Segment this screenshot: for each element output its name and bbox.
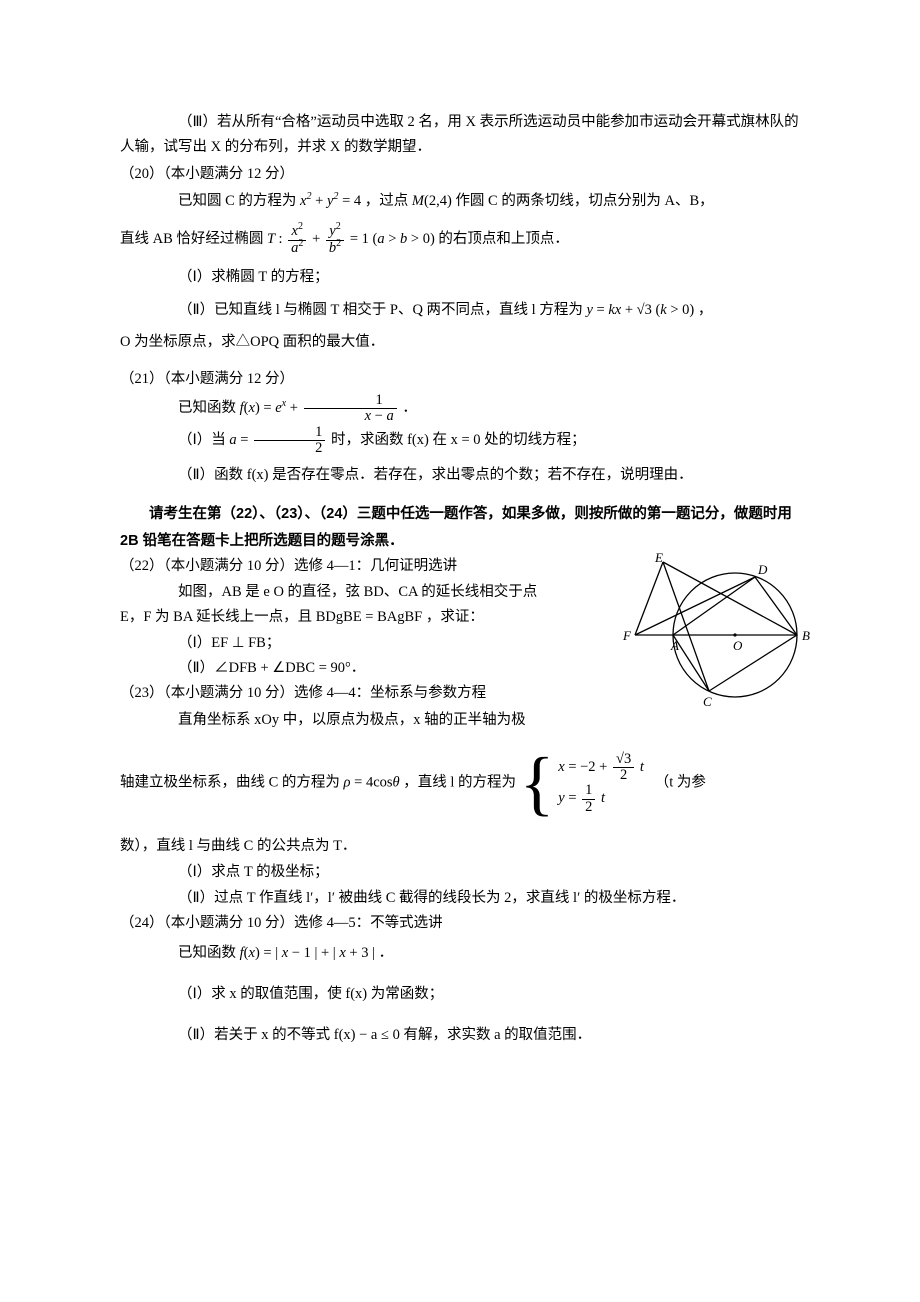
- q24-part2: （Ⅱ）若关于 x 的不等式 f(x) − a ≤ 0 有解，求实数 a 的取值范…: [120, 1022, 800, 1049]
- q24-line1-a: 已知函数: [178, 945, 240, 961]
- q24-line1-b: ．: [379, 945, 394, 961]
- svg-text:C: C: [703, 694, 712, 709]
- q21-line1: 已知函数 f(x) = ex + 1x − a ．: [120, 393, 800, 424]
- q20-part2-c: O 为坐标原点，求△OPQ 面积的最大值．: [120, 329, 800, 356]
- q24-line1: 已知函数 f(x) = | x − 1 | + | x + 3 | ．: [120, 940, 800, 967]
- q24-f-def: f(x) = | x − 1 | + | x + 3 |: [240, 945, 375, 961]
- q20-line1-c: 作圆 C 的两条切线，切点分别为 A、B，: [455, 193, 713, 209]
- q21-part2: （Ⅱ）函数 f(x) 是否存在零点．若存在，求出零点的个数；若不存在，说明理由．: [120, 462, 800, 489]
- q20-part1: （Ⅰ）求椭圆 T 的方程；: [120, 264, 800, 291]
- q24-part1: （Ⅰ）求 x 的取值范围，使 f(x) 为常函数；: [120, 981, 800, 1008]
- q23-line1: 直角坐标系 xOy 中，以原点为极点，x 轴的正半轴为极: [120, 707, 800, 734]
- q21-part1: （Ⅰ）当 a = 12 时，求函数 f(x) 在 x = 0 处的切线方程；: [120, 425, 800, 456]
- q20-line2-a: 直线 AB 恰好经过椭圆: [120, 231, 267, 247]
- q20-p2-a: （Ⅱ）已知直线 l 与椭圆 T 相交于 P、Q 两不同点，直线 l 方程为: [178, 302, 586, 318]
- q20-line1-b: ，过点: [365, 193, 412, 209]
- q23-line2: 轴建立极坐标系，曲线 C 的方程为 ρ = 4cosθ ，直线 l 的方程为 {…: [120, 747, 800, 819]
- svg-text:D: D: [757, 562, 768, 577]
- svg-text:B: B: [802, 628, 810, 643]
- q20-ellipse-eq: T : x2a2 + y2b2 = 1 (a > b > 0): [267, 231, 438, 247]
- q21-head: （21）（本小题满分 12 分）: [120, 366, 800, 393]
- q20-eq-circle: x2 + y2 = 4: [300, 193, 361, 209]
- exam-page: （Ⅲ）若从所有“合格”运动员中选取 2 名，用 X 表示所选运动员中能参加市运动…: [0, 0, 920, 1302]
- q23-part1: （Ⅰ）求点 T 的极坐标；: [120, 860, 800, 885]
- q21-p1-b: 时，求函数 f(x) 在 x = 0 处的切线方程；: [331, 432, 586, 448]
- svg-text:E: E: [654, 550, 663, 565]
- q20-line1: 已知圆 C 的方程为 x2 + y2 = 4 ，过点 M(2,4) 作圆 C 的…: [120, 188, 800, 215]
- q19-part3-text: （Ⅲ）若从所有“合格”运动员中选取 2 名，用 X 表示所选运动员中能参加市运动…: [120, 114, 799, 155]
- q23-curve-eq: ρ = 4cosθ: [344, 775, 400, 791]
- q21-line1-b: ．: [402, 400, 417, 416]
- q22-line1: 如图，AB 是 e O 的直径，弦 BD、CA 的延长线相交于点: [120, 580, 560, 605]
- q20-line2-b: 的右顶点和上顶点．: [438, 231, 569, 247]
- svg-text:O: O: [733, 638, 743, 653]
- q23-param-system: { x = −2 + √32 t y = 12 t: [520, 747, 644, 819]
- svg-text:F: F: [622, 628, 632, 643]
- q20-line1-a: 已知圆 C 的方程为: [178, 193, 300, 209]
- q20-line-eq: y = kx + √3 (k > 0): [586, 302, 694, 318]
- q20-p2-b: ，: [698, 302, 713, 318]
- q20-point-m: M(2,4): [412, 193, 452, 209]
- q20-part2: （Ⅱ）已知直线 l 与椭圆 T 相交于 P、Q 两不同点，直线 l 方程为 y …: [120, 297, 800, 324]
- q22-block: E D F A O B C （22）（本小题满分 10 分）选修 4—1：几何证…: [120, 554, 800, 681]
- svg-text:A: A: [670, 638, 679, 653]
- q23-line2-b: ，直线 l 的方程为: [403, 775, 519, 791]
- q23-line2-a: 轴建立极坐标系，曲线 C 的方程为: [120, 775, 344, 791]
- q23-part2: （Ⅱ）过点 T 作直线 l′，l′ 被曲线 C 截得的线段长为 2，求直线 l′…: [120, 886, 800, 911]
- q21-line1-a: 已知函数: [178, 400, 240, 416]
- geometry-figure: E D F A O B C: [595, 550, 820, 710]
- q21-f-def: f(x) = ex + 1x − a: [240, 400, 403, 416]
- q19-part3: （Ⅲ）若从所有“合格”运动员中选取 2 名，用 X 表示所选运动员中能参加市运动…: [120, 110, 800, 161]
- q22-line2: E，F 为 BA 延长线上一点，且 BDgBE = BAgBF ，求证：: [120, 605, 560, 630]
- q21-a-val: a = 12: [229, 432, 327, 448]
- q24-head: （24）（本小题满分 10 分）选修 4—5：不等式选讲: [120, 911, 800, 936]
- selective-note: 请考生在第（22）、（23）、（24）三题中任选一题作答，如果多做，则按所做的第…: [120, 501, 800, 555]
- q20-line2: 直线 AB 恰好经过椭圆 T : x2a2 + y2b2 = 1 (a > b …: [120, 224, 800, 255]
- q21-p1-a: （Ⅰ）当: [178, 432, 229, 448]
- q23-line2-c: （t 为参: [655, 775, 706, 791]
- q20-head: （20）（本小题满分 12 分）: [120, 161, 800, 188]
- q23-line3: 数），直线 l 与曲线 C 的公共点为 T．: [120, 833, 800, 860]
